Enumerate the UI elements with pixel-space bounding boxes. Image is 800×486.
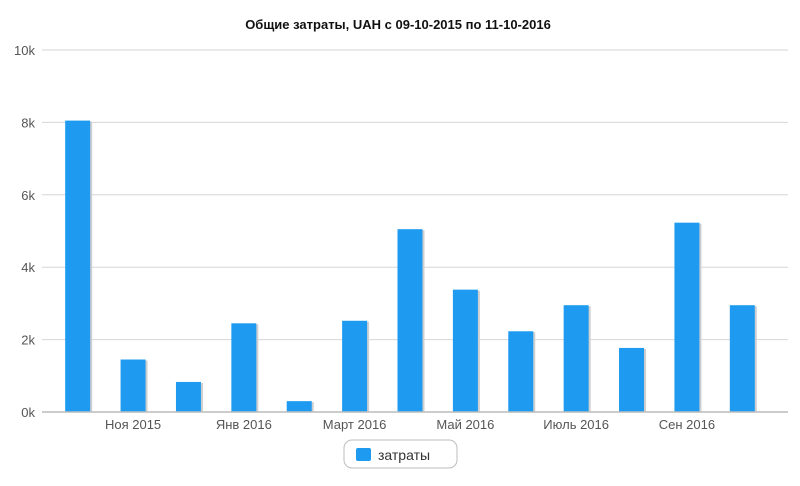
legend-label: затраты [378,447,430,463]
x-axis: Ноя 2015 Янв 2016 Март 2016 Май 2016 Июль 20… [105,417,715,432]
bar[interactable] [65,120,91,412]
x-tick-label: Сен 2016 [659,417,715,432]
legend-box[interactable] [343,439,458,469]
bar[interactable] [508,331,534,412]
bar[interactable] [563,305,589,412]
bar[interactable] [231,323,257,412]
x-tick-label: Ноя 2015 [105,417,161,432]
y-tick-label: 6k [21,188,35,203]
legend-swatch [356,448,371,461]
bar[interactable] [729,305,755,412]
y-tick-label: 10k [14,43,35,58]
x-tick-label: Июль 2016 [543,417,609,432]
y-tick-label: 8k [21,115,35,130]
y-tick-label: 4k [21,260,35,275]
bar[interactable] [342,320,368,412]
chart-title: Общие затраты, UAH с 09-10-2015 по 11-10… [245,17,551,32]
y-tick-label: 2k [21,333,35,348]
bar[interactable] [619,347,645,412]
bar[interactable] [452,289,478,412]
gridlines [42,49,788,341]
y-tick-label: 0k [21,405,35,420]
x-tick-label: Март 2016 [323,417,387,432]
bar[interactable] [120,359,146,412]
y-axis: 0k 2k 4k 6k 8k 10k [14,43,35,420]
bar[interactable] [175,381,201,412]
x-tick-label: Май 2016 [436,417,494,432]
bar[interactable] [286,401,312,412]
bar[interactable] [397,229,423,412]
legend[interactable]: затраты [343,439,458,469]
x-tick-label: Янв 2016 [216,417,272,432]
bars [65,120,757,412]
bar[interactable] [674,222,700,412]
